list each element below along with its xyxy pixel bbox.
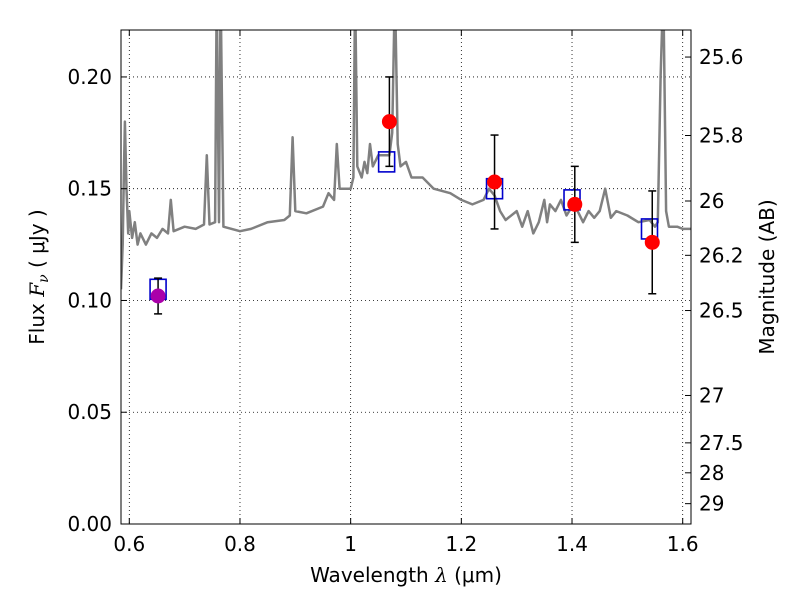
right-tick-label: 25.6: [699, 45, 744, 69]
model-photometry-markers: [149, 151, 659, 301]
observed-point: [644, 234, 660, 250]
observed-photometry-markers: [150, 76, 660, 315]
y-tick-label: 0.05: [67, 400, 112, 424]
axis-ticks: 0.6 0.8 1 1.2 1.4 1.6 0.00 0.05 0.10 0.15 0.20 25.6…: [67, 30, 744, 556]
grid-lines: [121, 30, 691, 525]
y-tick-label: 0.20: [67, 65, 112, 89]
right-axis-label: Magnitude (AB): [755, 199, 779, 354]
observed-point: [381, 114, 397, 130]
spectrum-line: [121, 30, 691, 290]
model-spectrum: [121, 30, 691, 290]
observed-point: [150, 288, 166, 304]
y-tick-label: 0.10: [67, 288, 112, 312]
x-tick-label: 1: [344, 532, 357, 556]
x-tick-label: 1.6: [667, 532, 699, 556]
y-axis-label: Flux Fν ( μJy ): [25, 209, 52, 344]
right-tick-label: 26.2: [699, 243, 744, 267]
x-axis-label: Wavelength λ (μm): [310, 563, 502, 587]
x-tick-label: 0.8: [224, 532, 256, 556]
observed-point: [487, 174, 503, 190]
x-tick-label: 0.6: [113, 532, 145, 556]
right-tick-label: 29: [699, 492, 724, 516]
right-tick-label: 26.5: [699, 299, 744, 323]
plot-frame: [120, 29, 692, 525]
x-tick-label: 1.2: [445, 532, 477, 556]
y-tick-label: 0.15: [67, 177, 112, 201]
right-tick-label: 26: [699, 189, 724, 213]
right-tick-label: 28: [699, 461, 724, 485]
right-tick-label: 25.8: [699, 124, 744, 148]
x-tick-label: 1.4: [556, 532, 588, 556]
right-tick-label: 27.5: [699, 431, 744, 455]
observed-point: [567, 196, 583, 212]
right-tick-label: 27: [699, 383, 724, 407]
y-tick-label: 0.00: [67, 512, 112, 536]
model-photometry-square: [377, 151, 396, 173]
